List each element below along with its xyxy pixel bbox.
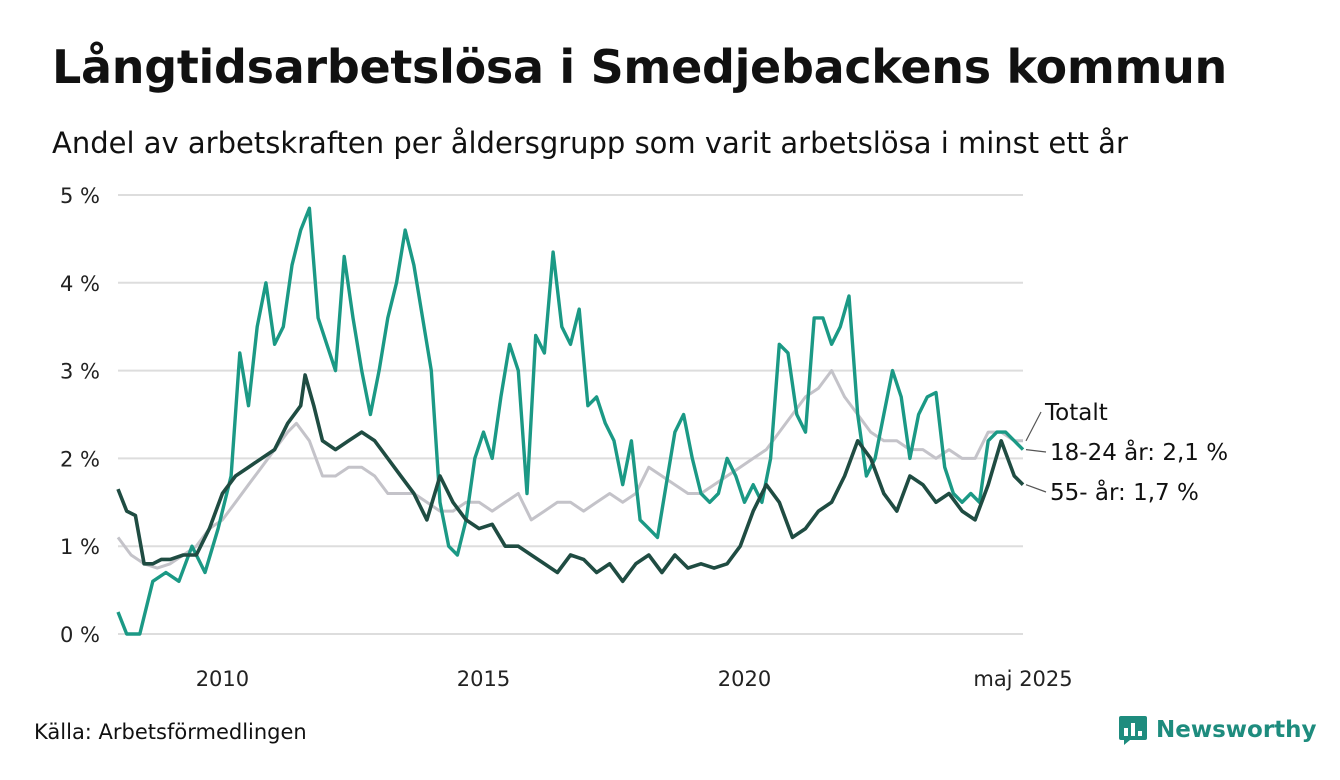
series-label-youth: 18-24 år: 2,1 % bbox=[1050, 438, 1228, 466]
x-tick-label: maj 2025 bbox=[973, 667, 1072, 691]
y-tick-label: 1 % bbox=[60, 535, 100, 559]
y-tick-label: 3 % bbox=[60, 360, 100, 384]
series-lines bbox=[116, 206, 1025, 636]
brand-name: Newsworthy bbox=[1156, 717, 1317, 743]
series-line-total bbox=[116, 369, 1023, 570]
series-labels: Totalt 18-24 år: 2,1 % 55- år: 1,7 % bbox=[1025, 400, 1228, 506]
y-tick-label: 5 % bbox=[60, 184, 100, 208]
newsworthy-logo-icon bbox=[1119, 716, 1147, 745]
chart-title: Långtidsarbetslösa i Smedjebackens kommu… bbox=[52, 40, 1228, 94]
series-label-total: Totalt bbox=[1044, 400, 1108, 426]
label-leader-total bbox=[1025, 411, 1042, 442]
chart-subtitle: Andel av arbetskraften per åldersgrupp s… bbox=[52, 126, 1128, 160]
y-tick-label: 4 % bbox=[60, 272, 100, 296]
x-tick-label: 2020 bbox=[718, 667, 771, 691]
y-axis-ticks: 0 % 1 % 2 % 3 % 4 % 5 % bbox=[60, 184, 100, 647]
x-tick-label: 2015 bbox=[457, 667, 510, 691]
brand-logo[interactable]: Newsworthy bbox=[1118, 714, 1317, 746]
y-tick-label: 0 % bbox=[60, 623, 100, 647]
line-chart: 0 %1 %2 %3 %4 %5 % 2010 2015 2020 maj 2025 … bbox=[60, 184, 1228, 691]
gridlines bbox=[118, 194, 1023, 635]
series-label-older: 55- år: 1,7 % bbox=[1050, 478, 1199, 506]
x-tick-label: 2010 bbox=[196, 667, 249, 691]
y-tick-label: 2 % bbox=[60, 447, 100, 471]
source-note: Källa: Arbetsförmedlingen bbox=[34, 720, 307, 744]
label-leader-youth bbox=[1025, 449, 1047, 453]
label-leader-older bbox=[1025, 484, 1047, 493]
series-line-older bbox=[116, 373, 1025, 584]
x-axis-ticks: 2010 2015 2020 maj 2025 bbox=[196, 667, 1073, 691]
series-line-youth bbox=[116, 206, 1025, 636]
